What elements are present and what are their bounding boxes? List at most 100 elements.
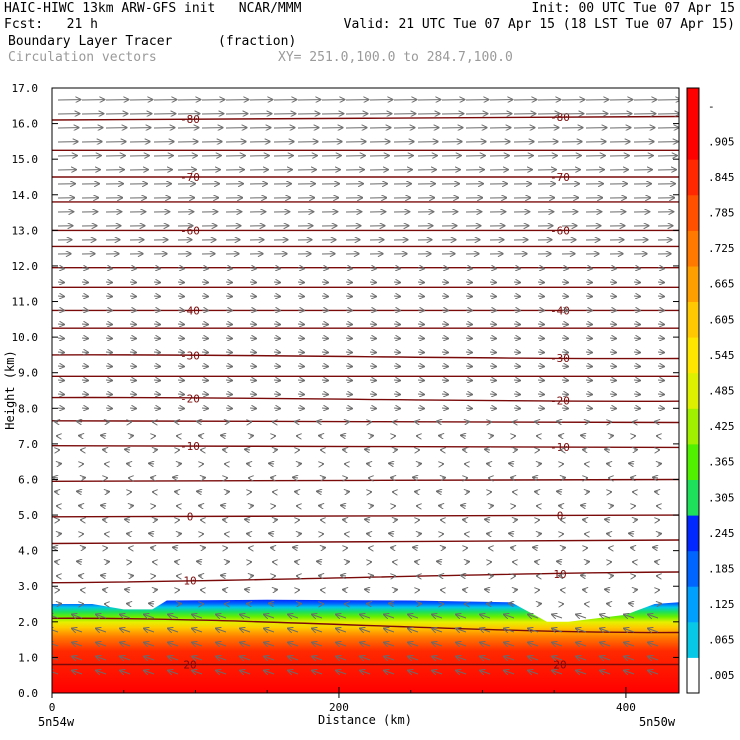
circulation-vector (129, 310, 136, 311)
y-tick-label: 9.0 (18, 367, 38, 380)
circulation-vector (57, 296, 64, 297)
contour-label: -20 (550, 395, 570, 408)
y-tick-label: 7.0 (18, 438, 38, 451)
circulation-vector (513, 268, 520, 269)
colorbar-label: .125 (708, 598, 735, 611)
circulation-vector (273, 338, 280, 339)
header-line1-left: HAIC-HIWC 13km ARW-GFS init NCAR/MMM (4, 1, 302, 16)
circulation-vector (129, 338, 136, 339)
colorbar-label: - (708, 100, 715, 113)
circulation-vector (77, 561, 82, 562)
circulation-vector (129, 268, 136, 269)
circulation-vector (369, 268, 376, 269)
circulation-vector (245, 519, 250, 520)
circulation-vector (153, 310, 160, 311)
circulation-vector (441, 296, 448, 297)
circulation-vector (417, 296, 424, 297)
colorbar-segment (687, 265, 699, 302)
circulation-vector (393, 310, 400, 311)
circulation-vector (53, 547, 58, 548)
circulation-vector (101, 575, 106, 576)
circulation-vector (489, 296, 496, 297)
circulation-vector (393, 408, 400, 409)
circulation-vector (408, 629, 419, 633)
circulation-vector (624, 671, 635, 675)
tracer-region (52, 599, 679, 693)
circulation-vector (345, 338, 352, 339)
circulation-vector (216, 657, 227, 661)
circulation-vector (657, 282, 664, 283)
circulation-vector (336, 671, 347, 675)
circulation-vector (345, 408, 352, 409)
x-tick-label: 0 (49, 701, 56, 714)
circulation-vector (101, 435, 106, 436)
header-line2-right: Valid: 21 UTC Tue 07 Apr 15 (18 LST Tue … (343, 17, 735, 32)
circulation-vector (225, 394, 232, 395)
circulation-vector (633, 366, 640, 367)
temperature-contour (52, 375, 679, 378)
circulation-vector (345, 268, 352, 269)
circulation-vector (417, 310, 424, 311)
circulation-vector (312, 615, 323, 619)
circulation-vector (365, 589, 370, 590)
circulation-vector (369, 296, 376, 297)
circulation-vector (312, 657, 323, 661)
circulation-vector (360, 629, 371, 633)
circulation-vector (561, 408, 568, 409)
circulation-vector (561, 352, 568, 353)
circulation-vector (264, 671, 275, 675)
circulation-vector (173, 477, 178, 478)
circulation-vector (648, 657, 659, 661)
circulation-vector (288, 629, 299, 633)
circulation-vector (240, 657, 251, 661)
temperature-contour (52, 309, 679, 312)
circulation-vector (129, 352, 136, 353)
circulation-vector (489, 268, 496, 269)
circulation-vector (384, 615, 395, 619)
circulation-vector (216, 643, 227, 647)
circulation-vector (245, 589, 250, 590)
circulation-vector (480, 643, 491, 647)
circulation-vector (633, 394, 640, 395)
circulation-vector (581, 435, 586, 436)
circulation-vector (192, 657, 203, 661)
circulation-vector (585, 310, 592, 311)
circulation-vector (369, 338, 376, 339)
temperature-contour (52, 396, 679, 403)
circulation-vector (624, 629, 635, 633)
circulation-vector (249, 268, 256, 269)
circulation-vector (417, 394, 424, 395)
circulation-vector (408, 615, 419, 619)
circulation-vector (336, 643, 347, 647)
circulation-vector (657, 380, 664, 381)
circulation-vector (552, 671, 563, 675)
y-tick-label: 8.0 (18, 402, 38, 415)
circulation-vector (600, 657, 611, 661)
circulation-vector (321, 394, 328, 395)
circulation-vector (557, 491, 562, 492)
circulation-vector (149, 463, 154, 464)
temperature-contours: -82.2 -82.2-80 -80-70 -70-60 -60-40 -40-30 -30… (52, 88, 679, 672)
circulation-vector (297, 394, 304, 395)
circulation-vector (201, 366, 208, 367)
circulation-vector (81, 324, 88, 325)
y-tick-label: 5.0 (18, 509, 38, 522)
circulation-vector (609, 268, 616, 269)
contour-label: -10 (180, 440, 200, 453)
circulation-vector (384, 629, 395, 633)
circulation-vector (657, 366, 664, 367)
circulation-vector (369, 324, 376, 325)
circulation-vector (461, 505, 466, 506)
temperature-contour (52, 478, 679, 482)
circulation-vector (77, 421, 82, 422)
circulation-vector (393, 282, 400, 283)
circulation-vector (480, 671, 491, 675)
circulation-vector (317, 421, 322, 422)
colorbar-segment (687, 408, 699, 445)
circulation-vector (201, 282, 208, 283)
circulation-vector (489, 324, 496, 325)
circulation-vector (369, 408, 376, 409)
circulation-vector (240, 671, 251, 675)
circulation-vector (225, 310, 232, 311)
circulation-vector (153, 394, 160, 395)
